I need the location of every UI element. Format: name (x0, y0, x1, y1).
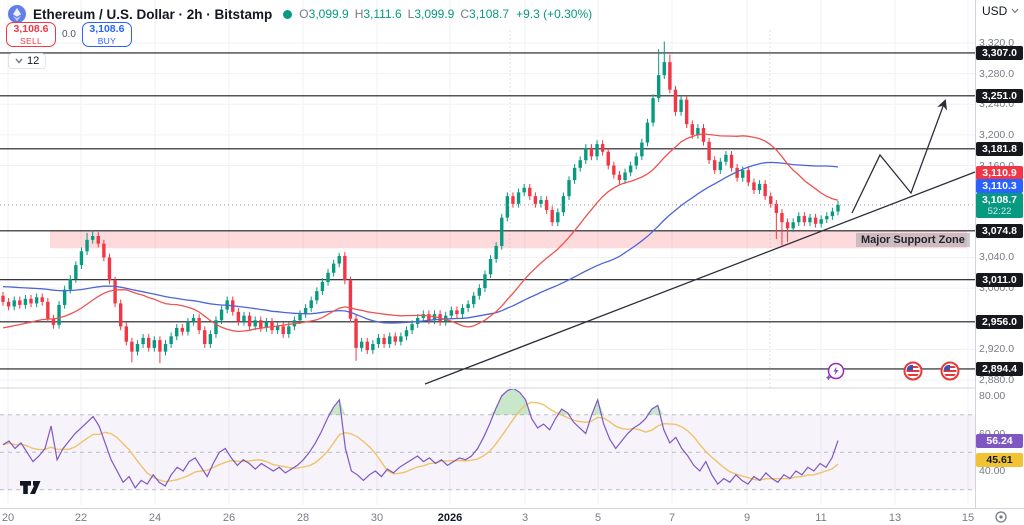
rsi-value-label: 56.24 (976, 433, 1023, 448)
ma-fast-price-label: 3,110.9 (976, 166, 1023, 180)
ohlc-value: 3,111.6 (363, 7, 402, 21)
drawings-count: 12 (27, 55, 40, 67)
chevron-down-icon (1011, 8, 1019, 14)
rsi-ma-value-label: 45.61 (976, 453, 1023, 468)
sell-label: SELL (20, 35, 42, 46)
ohlc-value: 3,099.9 (308, 7, 349, 21)
spread-value: 0.0 (62, 29, 76, 40)
event-lightning-icon[interactable] (824, 361, 846, 388)
ohlc-key: H (354, 7, 364, 21)
axis-settings-gear-icon[interactable] (994, 510, 1008, 525)
chart-header: Ethereum / U.S. Dollar · 2h · Bitstamp O… (8, 5, 592, 23)
change-value: +9.3 (+0.30%) (516, 7, 593, 21)
ohlc-value: 3,108.7 (469, 7, 510, 21)
bar-countdown: 52:22 (987, 206, 1012, 217)
ohlc-value: 3,099.9 (414, 7, 455, 21)
last-price-label: 3,108.7 52:22 (976, 193, 1023, 218)
currency-selector[interactable]: USD (982, 4, 1019, 18)
object-tree-chip[interactable]: 12 (8, 53, 47, 69)
currency-label: USD (982, 4, 1008, 18)
ethereum-logo-icon (8, 5, 26, 23)
ma-slow-price-label: 3,110.3 (976, 179, 1023, 193)
tradingview-logo[interactable] (20, 480, 47, 500)
buy-price: 3,108.6 (89, 23, 125, 35)
support-zone-label[interactable]: Major Support Zone (856, 232, 970, 247)
ohlc-key: O (299, 7, 309, 21)
symbol-title[interactable]: Ethereum / U.S. Dollar · 2h · Bitstamp (33, 6, 273, 22)
time-axis[interactable] (0, 508, 1024, 525)
ohlc-key: C (460, 7, 470, 21)
economic-event-flag-icon[interactable] (903, 361, 923, 386)
ohlc-values: O3,099.9 H3,111.6 L3,099.9 C3,108.7 (299, 7, 509, 21)
market-status-dot (283, 9, 293, 19)
trade-panel: 3,108.6 SELL 0.0 3,108.6 BUY (6, 22, 132, 47)
buy-label: BUY (97, 35, 117, 46)
sell-button[interactable]: 3,108.6 SELL (6, 22, 56, 47)
chevron-down-icon (15, 58, 23, 64)
sell-price: 3,108.6 (13, 23, 49, 35)
buy-button[interactable]: 3,108.6 BUY (81, 22, 132, 47)
ohlc-key: L (407, 7, 415, 21)
economic-event-flag-icon[interactable] (940, 361, 960, 386)
